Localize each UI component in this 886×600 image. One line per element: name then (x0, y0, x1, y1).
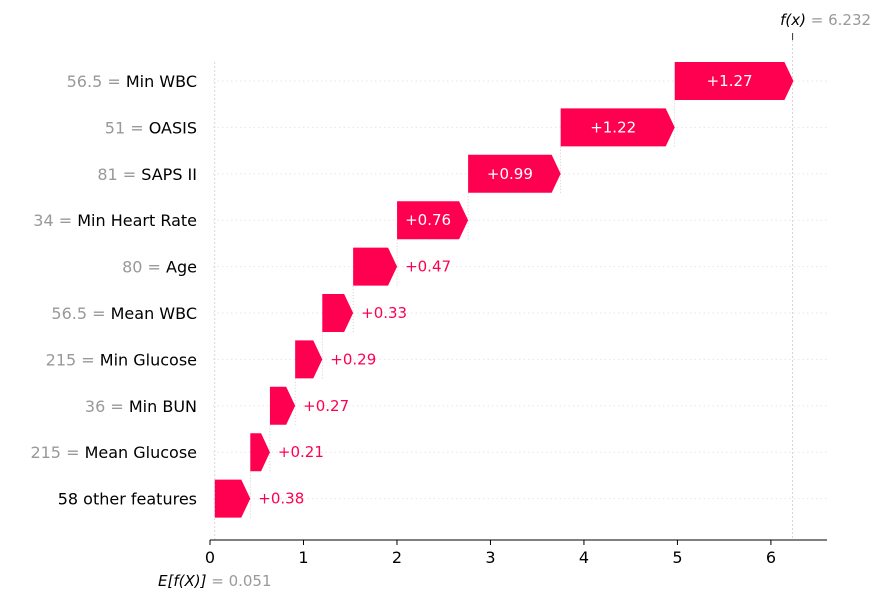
x-tick-label: 5 (672, 548, 682, 567)
feature-name: 58 other features (58, 490, 197, 509)
base-value-number: = 0.051 (211, 572, 271, 590)
bar-value-label: +0.76 (405, 211, 451, 229)
feature-value: 81 = (97, 165, 141, 184)
bar-value-label: +0.33 (361, 304, 407, 322)
bar-value-label: +1.27 (707, 72, 753, 90)
bar-value-label: +1.22 (590, 118, 636, 136)
feature-name: Min BUN (129, 397, 197, 416)
contribution-bar (295, 340, 323, 379)
contribution-bar (322, 294, 354, 332)
bar-value-label: +0.47 (405, 258, 451, 276)
feature-name: Min Glucose (100, 350, 197, 369)
feature-label: 81 = SAPS II (97, 165, 197, 184)
x-axis: 0 1 2 3 4 5 6 (205, 539, 827, 567)
contribution-bar (269, 386, 296, 425)
contribution-bar (674, 62, 794, 100)
feature-value: 56.5 = (51, 304, 110, 323)
bar-value-label: +0.29 (330, 350, 376, 368)
x-tick-label: 3 (485, 548, 495, 567)
feature-name: Mean WBC (111, 304, 197, 323)
bar-value-label: +0.27 (303, 397, 349, 415)
output-value-label: f(x) = 6.232 (780, 11, 871, 29)
feature-name: OASIS (149, 118, 197, 137)
contribution-bar (214, 479, 251, 518)
output-value-symbol: f(x) (780, 11, 811, 29)
feature-value: 34 = (33, 211, 77, 230)
x-tick-label: 2 (392, 548, 402, 567)
feature-name: Min WBC (126, 72, 197, 91)
x-tick-label: 4 (579, 548, 589, 567)
base-value-symbol: E[f(X)] (158, 572, 211, 590)
feature-value: 36 = (85, 397, 129, 416)
feature-label: 51 = OASIS (105, 118, 197, 137)
contribution-bar (353, 247, 398, 286)
feature-label: 58 other features (58, 490, 197, 509)
feature-label: 80 = Age (122, 258, 197, 277)
feature-value: 51 = (105, 118, 149, 137)
feature-label: 56.5 = Min WBC (67, 72, 197, 91)
contribution-bar (250, 433, 270, 472)
feature-name: SAPS II (141, 165, 197, 184)
x-tick-label: 6 (766, 548, 776, 567)
grid-lines (213, 33, 827, 540)
contribution-bar (397, 201, 469, 240)
feature-label: 215 = Min Glucose (46, 350, 197, 369)
feature-label: 56.5 = Mean WBC (51, 304, 197, 323)
contribution-bar (560, 108, 675, 147)
feature-name: Min Heart Rate (77, 211, 197, 230)
bar-value-label: +0.21 (278, 443, 324, 461)
base-output-annotations: E[f(X)] = 0.051 f(x) = 6.232 (158, 11, 871, 590)
feature-value: 215 = (46, 350, 100, 369)
feature-value: 56.5 = (67, 72, 126, 91)
bar-value-label: +0.38 (258, 490, 304, 508)
feature-value: 80 = (122, 258, 166, 277)
x-tick-label: 1 (298, 548, 308, 567)
feature-name: Mean Glucose (85, 443, 197, 462)
feature-value: 215 = (30, 443, 84, 462)
contribution-bar (468, 154, 561, 193)
output-value-number: = 6.232 (811, 11, 871, 29)
base-value-label: E[f(X)] = 0.051 (158, 572, 272, 590)
feature-label: 215 = Mean Glucose (30, 443, 197, 462)
feature-labels: 56.5 = Min WBC 51 = OASIS 81 = SAPS II 34 =… (30, 72, 197, 509)
contribution-bars: +1.27 +1.22 +0.99 +0.76 +0.47 +0.33 +0.29 +0.27… (214, 62, 794, 518)
x-tick-label: 0 (205, 548, 215, 567)
feature-label: 34 = Min Heart Rate (33, 211, 197, 230)
bar-value-label: +0.99 (487, 165, 533, 183)
feature-label: 36 = Min BUN (85, 397, 197, 416)
feature-name: Age (166, 258, 197, 277)
